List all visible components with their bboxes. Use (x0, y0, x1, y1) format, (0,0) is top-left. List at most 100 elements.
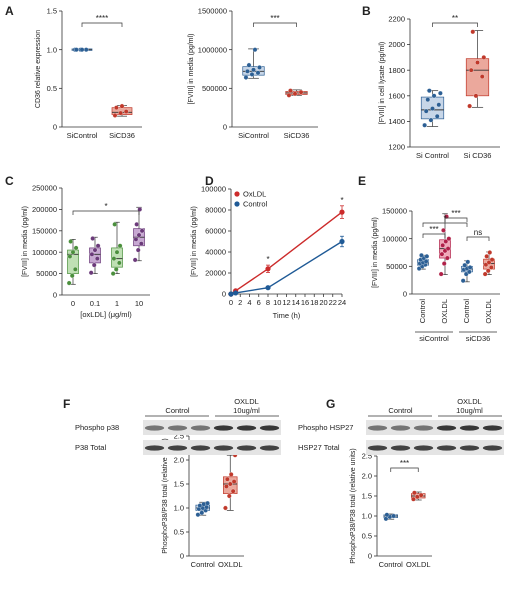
y-tick-label: 2.0 (362, 472, 372, 481)
x-tick-label: OXLDL (440, 299, 449, 324)
bracket-line (72, 210, 140, 215)
blot-band (236, 425, 257, 431)
box-sicontrol (242, 47, 265, 80)
y-tick-label: 50000 (36, 269, 57, 278)
data-point (112, 113, 118, 118)
blot-band (482, 425, 503, 431)
y-axis-label: [FVIII] in media (pg/ml) (22, 206, 29, 277)
data-point (468, 67, 474, 73)
data-point (228, 472, 234, 477)
x-tick-label: SiCD36 (284, 131, 310, 140)
data-point (123, 109, 129, 114)
data-point (444, 214, 449, 219)
box-oxldl (411, 490, 426, 502)
data-point (67, 254, 73, 259)
data-point (436, 102, 442, 108)
lane-group-label: 10ug/ml (233, 406, 260, 415)
significance-label: * (104, 202, 107, 211)
blot-band (167, 445, 188, 451)
data-point (114, 249, 120, 255)
data-point (94, 256, 100, 261)
data-point (68, 239, 74, 244)
data-point (383, 516, 389, 522)
data-point (112, 222, 118, 227)
y-tick-label: 100000 (201, 185, 226, 194)
data-point (223, 505, 228, 511)
data-point (66, 280, 72, 286)
data-point (339, 238, 345, 245)
x-tick-label: 16 (301, 298, 309, 307)
y-axis-label: PhosphoP38/P38 total (relative units) (162, 438, 169, 554)
x-tick-label: SiCD36 (109, 131, 135, 140)
data-point (73, 245, 79, 251)
lane-group-label: 10ug/ml (456, 406, 483, 415)
panel-g: 0 0.5 1.0 1.5 2.0 2.5 PhosphoP38/P38 total (re… (350, 448, 432, 569)
data-point (479, 74, 485, 79)
x-tick-label: SiControl (67, 131, 98, 140)
data-point (227, 481, 233, 487)
data-point (89, 251, 95, 257)
y-tick-label: 1.5 (47, 7, 57, 16)
data-point (467, 265, 473, 270)
data-point (485, 268, 491, 274)
blot-band (144, 425, 165, 431)
y-tick-label: 1500000 (198, 7, 227, 16)
data-point (434, 113, 440, 119)
y-tick-label: 1600 (388, 91, 405, 100)
panel-f: 0 0.5 1.0 1.5 2.0 2.5 PhosphoP38/P38 total (re… (162, 432, 244, 569)
data-point (114, 105, 119, 111)
significance-bracket: *** (422, 225, 446, 238)
blot-band (459, 445, 480, 451)
data-point (475, 60, 480, 65)
blot-band (413, 445, 434, 451)
y-tick-label: 2.5 (174, 432, 184, 441)
x-tick-label: 18 (310, 298, 318, 307)
y-tick-label: 1.5 (174, 480, 184, 489)
y-tick-label: 60000 (205, 227, 226, 236)
data-point (298, 89, 304, 95)
legend-label: OxLDL (243, 190, 266, 199)
data-point (110, 271, 116, 276)
legend-marker (234, 191, 240, 197)
legend-label: Control (243, 200, 268, 209)
data-point (245, 68, 250, 74)
box-control (416, 252, 430, 271)
blot-strip (366, 440, 504, 455)
x-tick-label: OXLDL (406, 560, 431, 569)
box-sicd36 (285, 88, 308, 98)
y-axis-label: [FVIII] in media (pg/ml) (372, 217, 379, 288)
data-point (445, 246, 451, 251)
lane-group-label: Control (165, 406, 190, 415)
blot-band (367, 445, 388, 451)
panel-letter-c: C (5, 174, 14, 188)
blot-band (236, 445, 257, 451)
x-tick-label: 22 (329, 298, 337, 307)
data-point (205, 500, 210, 506)
data-point (438, 90, 443, 96)
box-control (383, 512, 398, 522)
blot-row-label: Phospho HSP27 (298, 423, 353, 432)
data-point (443, 239, 449, 244)
x-tick-label: Control (379, 560, 404, 569)
bracket-line (444, 217, 468, 222)
panel-a: 0 0.5 1.0 1.5 CD36 relative expression SiCont… (35, 7, 142, 140)
data-point (136, 232, 142, 238)
data-point (255, 70, 261, 76)
data-point (425, 97, 431, 102)
data-point (70, 249, 76, 255)
y-tick-label: 250000 (32, 184, 57, 193)
data-point (233, 290, 239, 296)
series-line (230, 240, 343, 295)
data-point (137, 207, 143, 212)
blot-strip (366, 420, 504, 435)
x-tick-label: OXLDL (218, 560, 243, 569)
y-axis-label: [FVIII] in media (pg/ml) (188, 34, 195, 105)
x-tick-label: Si CD36 (464, 151, 492, 160)
data-point (441, 228, 446, 233)
data-point (288, 88, 293, 94)
significance-label: **** (96, 14, 108, 23)
data-point (391, 513, 396, 519)
box-sicd36 (111, 103, 133, 118)
y-tick-label: 150000 (382, 207, 407, 216)
